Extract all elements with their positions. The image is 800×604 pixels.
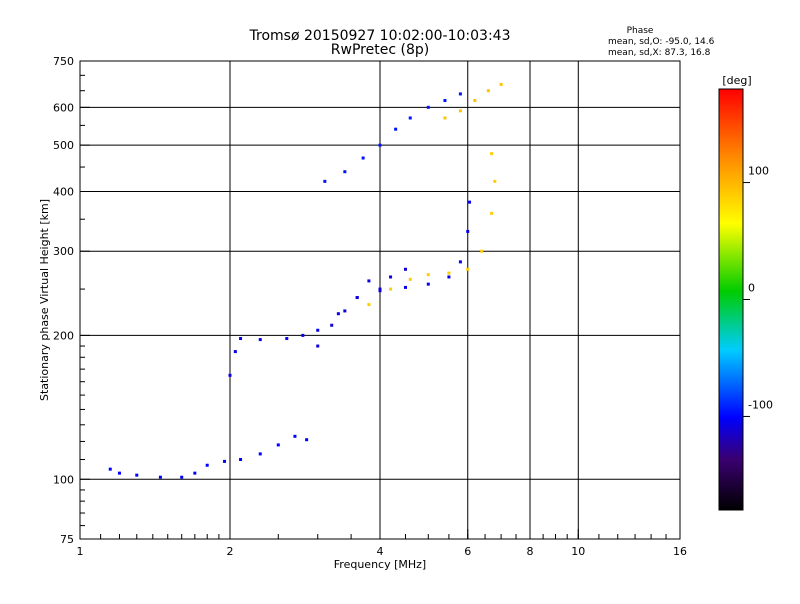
data-point (301, 333, 305, 337)
y-tick-label: 500 (53, 139, 74, 152)
grid-lines (80, 61, 680, 539)
data-point (473, 99, 477, 103)
data-point (466, 267, 470, 271)
data-point (108, 467, 112, 471)
data-point (361, 156, 365, 160)
x-tick-label: 8 (527, 545, 534, 558)
data-point (316, 328, 320, 332)
y-tick-label: 100 (53, 473, 74, 486)
data-point (389, 275, 393, 279)
x-tick-label: 6 (464, 545, 471, 558)
data-point (293, 434, 297, 438)
data-point (316, 344, 320, 348)
data-point (447, 271, 451, 275)
colorbar-tick-label: 100 (748, 165, 769, 178)
y-tick-label: 400 (53, 185, 74, 198)
data-point (258, 338, 262, 342)
phase-stats-o: mean, sd,O: -95.0, 14.6 (608, 37, 715, 47)
chart-title: Tromsø 20150927 10:02:00-10:03:43 (249, 28, 511, 44)
data-point (330, 323, 334, 327)
colorbar-tick-label: 0 (748, 282, 755, 295)
data-point (258, 452, 262, 456)
data-point (193, 471, 197, 475)
data-point (389, 287, 393, 291)
data-point (276, 443, 280, 447)
data-point (343, 170, 347, 174)
data-point (403, 285, 407, 289)
y-tick-label: 75 (60, 533, 74, 546)
data-point (233, 350, 237, 354)
data-point (180, 475, 184, 479)
x-tick-label: 4 (377, 545, 384, 558)
data-point (228, 373, 232, 377)
data-point (426, 273, 430, 277)
data-point (408, 277, 412, 281)
axis-ticks: 1 2 4 6 8 10 16 75 100 200 300 400 500 600 750 (53, 55, 687, 558)
data-point (323, 179, 327, 183)
data-point (458, 260, 462, 264)
data-point (205, 463, 209, 467)
data-point (403, 267, 407, 271)
data-point (499, 82, 503, 86)
data-point (336, 312, 340, 316)
data-point (239, 457, 243, 461)
colorbar (718, 88, 744, 511)
y-tick-label: 600 (53, 101, 74, 114)
y-tick-label: 200 (53, 329, 74, 342)
x-tick-label: 16 (673, 545, 687, 558)
data-point (480, 249, 484, 253)
data-point (117, 471, 121, 475)
data-point (158, 475, 162, 479)
y-tick-label: 750 (53, 55, 74, 68)
phase-stats-x: mean, sd,X: 87.3, 16.8 (608, 48, 711, 58)
data-point (343, 309, 347, 313)
colorbar-tick-label: -100 (748, 398, 773, 411)
x-tick-label: 2 (227, 545, 234, 558)
data-point (447, 275, 451, 279)
colorbar-ticks: 100 0 -100 (743, 165, 773, 417)
data-point (367, 279, 371, 283)
data-points (108, 82, 503, 479)
data-point (490, 152, 494, 156)
x-axis-title: Frequency [MHz] (334, 558, 426, 571)
data-point (426, 282, 430, 286)
data-point (378, 287, 382, 291)
data-point (394, 127, 398, 131)
data-point (367, 303, 371, 307)
data-point (426, 105, 430, 109)
data-point (223, 459, 227, 463)
data-point (378, 289, 382, 293)
data-point (458, 109, 462, 113)
y-tick-label: 300 (53, 245, 74, 258)
data-point (443, 99, 447, 103)
data-point (458, 92, 462, 96)
data-point (378, 143, 382, 147)
phase-heading: Phase (627, 26, 654, 36)
data-point (239, 337, 243, 341)
colorbar-unit: [deg] (722, 74, 751, 87)
x-tick-label: 10 (571, 545, 585, 558)
data-point (468, 200, 472, 204)
data-point (493, 179, 497, 183)
data-point (490, 211, 494, 215)
data-point (443, 116, 447, 120)
data-point (135, 473, 139, 477)
data-point (466, 229, 470, 233)
y-axis-title: Stationary phase Virtual Height [km] (38, 199, 51, 401)
data-point (408, 116, 412, 120)
data-point (305, 438, 309, 442)
data-point (285, 337, 289, 341)
chart-subtitle: RwPretec (8p) (331, 42, 429, 58)
data-point (486, 89, 490, 93)
data-point (355, 296, 359, 300)
x-tick-label: 1 (77, 545, 84, 558)
